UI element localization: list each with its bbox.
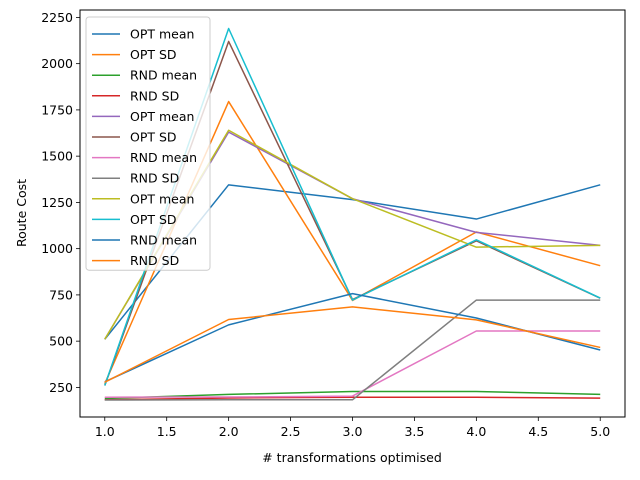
- legend-entry: RND SD: [130, 253, 179, 268]
- legend-entry: OPT SD: [130, 130, 177, 145]
- series-line-12: [104, 306, 601, 383]
- series-line-8: [104, 299, 601, 401]
- x-tick-label: 4.5: [528, 424, 548, 439]
- legend-entry: OPT SD: [130, 47, 177, 62]
- y-tick-label: 1500: [41, 149, 73, 164]
- legend-entry: RND SD: [130, 171, 179, 186]
- series-line-3: [104, 390, 601, 400]
- legend-entry: RND mean: [130, 150, 197, 165]
- legend-entry: RND mean: [130, 68, 197, 83]
- x-tick-label: 2.0: [219, 424, 239, 439]
- legend-entry: OPT mean: [130, 191, 194, 206]
- y-tick-label: 1000: [41, 241, 73, 256]
- y-tick-label: 250: [49, 380, 73, 395]
- x-tick-label: 2.5: [281, 424, 301, 439]
- legend-box: [85, 16, 211, 271]
- legend-entry: OPT mean: [130, 109, 194, 124]
- y-tick-label: 2000: [41, 56, 73, 71]
- x-tick-label: 3.0: [343, 424, 363, 439]
- y-tick-label: 1750: [41, 102, 73, 117]
- x-tick-label: 1.0: [95, 424, 115, 439]
- y-tick-label: 2250: [41, 10, 73, 25]
- x-tick-label: 1.5: [157, 424, 177, 439]
- legend-entry: RND SD: [130, 88, 179, 103]
- legend-entry: OPT SD: [130, 212, 177, 227]
- x-tick-label: 3.5: [404, 424, 424, 439]
- legend-entry: RND mean: [130, 233, 197, 248]
- legend-entry: OPT mean: [130, 27, 194, 42]
- y-tick-label: 500: [49, 334, 73, 349]
- x-tick-label: 4.0: [466, 424, 486, 439]
- legend: OPT mean OPT SD RND mean RND SD OPT mean OPT …: [85, 16, 211, 271]
- x-tick-label: 5.0: [590, 424, 610, 439]
- series-line-4: [104, 396, 601, 401]
- y-tick-label: 1250: [41, 195, 73, 210]
- series-line-7: [104, 330, 601, 398]
- y-tick-label: 750: [49, 287, 73, 302]
- y-axis-label: Route Cost: [14, 179, 29, 247]
- y-axis-ticks: 250 500 750 1000 1250 1500 1750 2000 2250: [41, 10, 80, 395]
- x-axis-ticks: 1.0 1.5 2.0 2.5 3.0 3.5 4.0 4.5 5.0: [95, 417, 610, 439]
- x-axis-label: # transformations optimised: [262, 450, 442, 465]
